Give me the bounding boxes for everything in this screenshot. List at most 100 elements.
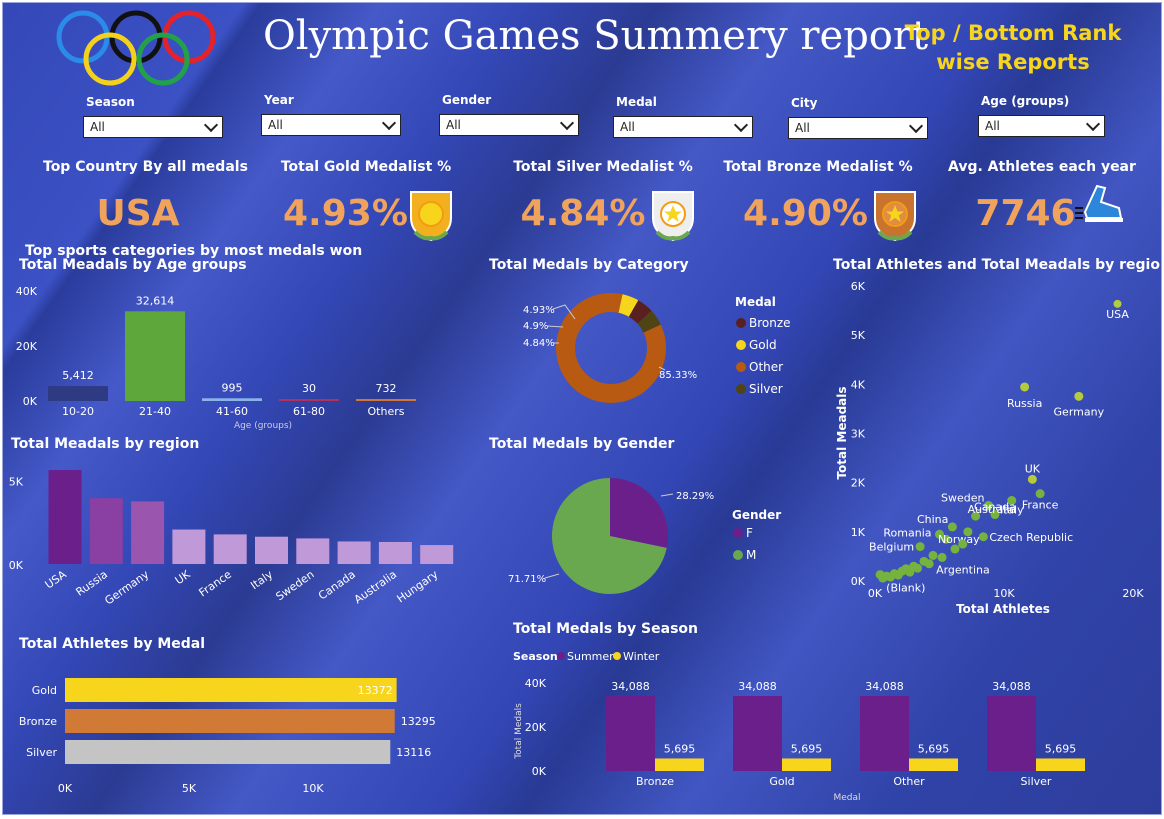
region-category-label: Russia bbox=[74, 568, 110, 599]
medal-athletes-value: 13372 bbox=[358, 684, 393, 697]
region-bar bbox=[296, 538, 330, 564]
gender-legend-marker bbox=[733, 550, 743, 560]
slicer-value: All bbox=[795, 121, 810, 135]
medal-athletes-bar bbox=[65, 740, 391, 764]
gender-legend-label: F bbox=[746, 526, 753, 540]
scatter-point-label: (Blank) bbox=[886, 582, 925, 595]
age-bar-label: 995 bbox=[222, 381, 243, 394]
scatter-point-label: UK bbox=[1025, 462, 1041, 475]
y-tick-label: 5K bbox=[851, 329, 866, 342]
scatter-point bbox=[950, 544, 960, 554]
running-shoe-icon bbox=[1075, 184, 1123, 222]
laurel-shape bbox=[655, 230, 691, 241]
slicer-dropdown-0[interactable]: All bbox=[83, 116, 223, 138]
slicer-dropdown-3[interactable]: All bbox=[613, 116, 753, 138]
scatter-point-label: France bbox=[1022, 499, 1059, 512]
slicer-dropdown-5[interactable]: All bbox=[978, 115, 1105, 137]
season-bar bbox=[1036, 758, 1085, 771]
age-bar-label: 32,614 bbox=[136, 294, 175, 307]
overlay-caption: Top sports categories by most medals won bbox=[25, 243, 363, 259]
y-tick-label: 2K bbox=[851, 477, 866, 490]
season-category-label: Silver bbox=[1021, 775, 1052, 788]
top-bottom-rank-link[interactable]: Top / Bottom Rank wise Reports bbox=[903, 19, 1123, 77]
slicer-label-0: Season bbox=[86, 95, 135, 109]
kpi-title-0: Top Country By all medals bbox=[43, 159, 248, 175]
x-tick-label: 10K bbox=[993, 587, 1015, 600]
gender-chart-title: Total Medals by Gender bbox=[489, 436, 675, 452]
category-slice bbox=[628, 300, 652, 324]
y-tick-label: 5K bbox=[9, 476, 24, 489]
region-category-label: UK bbox=[173, 567, 194, 587]
chevron-down-icon bbox=[733, 117, 749, 132]
slicer-dropdown-2[interactable]: All bbox=[439, 114, 579, 136]
category-slice-label: 4.84% bbox=[523, 338, 555, 349]
leader-line bbox=[552, 304, 576, 320]
x-tick-label: 0K bbox=[58, 782, 73, 795]
gender-slice bbox=[610, 478, 668, 548]
kpi-value-3: 4.90% bbox=[743, 193, 868, 234]
region-bar bbox=[378, 542, 412, 564]
top-bottom-link-line1[interactable]: Top / Bottom Rank bbox=[904, 21, 1122, 45]
season-legend-label: Winter bbox=[623, 650, 660, 663]
age-groups-chart: 0K 20K 40K 5,412 10-20 32,614 21-40 995 41-60 30 6… bbox=[16, 285, 416, 431]
slicer-value: All bbox=[985, 119, 1000, 133]
age-xaxis-label: Age (groups) bbox=[234, 421, 292, 431]
y-tick-label: 0K bbox=[532, 765, 547, 778]
x-axis-title: Total Athletes bbox=[956, 602, 1050, 616]
age-chart-title: Total Meadals by Age groups bbox=[19, 257, 247, 273]
gender-legend-marker bbox=[733, 528, 743, 538]
season-bar bbox=[606, 696, 655, 771]
scatter-point bbox=[947, 522, 957, 532]
season-bar bbox=[655, 758, 704, 771]
kpi-title-1: Total Gold Medalist % bbox=[280, 159, 452, 175]
chevron-down-icon bbox=[381, 115, 397, 130]
scatter-point-label: Czech Republic bbox=[989, 531, 1073, 544]
slicer-label-1: Year bbox=[264, 93, 294, 107]
scatter-point bbox=[928, 550, 938, 560]
region-bar bbox=[337, 541, 371, 564]
age-category-label: 61-80 bbox=[293, 405, 325, 418]
medal-athletes-value: 13295 bbox=[401, 715, 436, 728]
y-tick-label: 40K bbox=[525, 677, 547, 690]
bronze-medal-icon bbox=[874, 191, 916, 242]
scatter-point bbox=[935, 529, 944, 539]
season-bar-label: 34,088 bbox=[992, 680, 1031, 693]
y-axis-title: Total Meadals bbox=[835, 386, 849, 479]
slicer-label-5: Age (groups) bbox=[981, 94, 1070, 108]
season-legend-label: Summer bbox=[567, 650, 614, 663]
x-axis-title: Medal bbox=[833, 793, 860, 803]
season-legend-marker bbox=[557, 652, 565, 660]
scatter-point bbox=[1074, 391, 1084, 401]
gender-legend-label: M bbox=[746, 548, 756, 562]
gold-medal-icon bbox=[410, 191, 452, 242]
scatter-point bbox=[924, 559, 934, 569]
age-bar-label: 5,412 bbox=[62, 369, 94, 382]
shoe-body bbox=[1083, 184, 1123, 219]
category-donut-chart: 4.93% 4.9% 4.84% 85.33% Medal Bronze Gold Other… bbox=[523, 293, 791, 403]
gender-slice bbox=[552, 478, 667, 594]
medal-athletes-bar bbox=[65, 678, 397, 702]
season-bar-label: 5,695 bbox=[791, 742, 823, 755]
scatter-point-label: Sweden bbox=[941, 491, 984, 504]
athletes-medals-scatter-chart: 0K 1K 2K 3K 4K 5K 6K 0K 10K 20K Total Athletes Tota… bbox=[835, 280, 1144, 616]
chevron-down-icon bbox=[203, 117, 219, 132]
slicer-dropdown-1[interactable]: All bbox=[261, 114, 401, 136]
kpi-value-0: USA bbox=[96, 193, 180, 234]
age-bar bbox=[202, 398, 262, 401]
scatter-chart-title: Total Athletes and Total Meadals by regi… bbox=[833, 257, 1162, 273]
category-slice-label: 85.33% bbox=[659, 370, 697, 381]
top-bottom-link-line2[interactable]: wise Reports bbox=[936, 50, 1090, 74]
y-tick-label: 0K bbox=[9, 559, 24, 572]
y-tick-label: 4K bbox=[851, 378, 866, 391]
slicer-value: All bbox=[90, 120, 105, 134]
scatter-point-label: Romania bbox=[883, 526, 931, 539]
season-bar-chart: Season Summer Winter 0K 20K 40K Total Medals 34… bbox=[513, 650, 1085, 803]
season-bar bbox=[860, 696, 909, 771]
age-bar-label: 732 bbox=[376, 382, 397, 395]
season-legend-marker bbox=[613, 652, 621, 660]
slicer-dropdown-4[interactable]: All bbox=[788, 117, 928, 139]
slicer-label-3: Medal bbox=[616, 95, 657, 109]
medal-athletes-bar bbox=[65, 709, 395, 733]
scatter-point-label: Belgium bbox=[869, 541, 914, 554]
